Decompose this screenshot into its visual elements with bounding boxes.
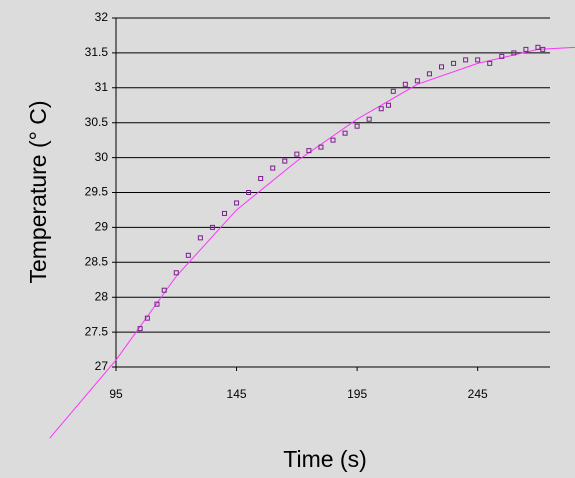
data-point — [366, 116, 372, 122]
data-point — [209, 224, 215, 230]
data-point — [161, 287, 167, 293]
data-point — [487, 60, 493, 66]
data-point — [173, 270, 179, 276]
y-tick-label: 32 — [95, 10, 109, 24]
data-point — [540, 46, 546, 52]
data-point — [402, 81, 408, 87]
data-point — [390, 88, 396, 94]
data-point — [330, 137, 336, 143]
data-point — [294, 151, 300, 157]
x-tick-label: 95 — [109, 387, 123, 401]
y-tick-label: 30.5 — [85, 115, 109, 129]
data-point — [499, 53, 505, 59]
y-tick-label: 27.5 — [85, 324, 109, 338]
data-point — [463, 57, 469, 63]
x-axis-title: Time (s) — [283, 446, 366, 472]
data-point — [185, 252, 191, 258]
data-point — [475, 57, 481, 63]
y-tick-label: 29.5 — [85, 185, 109, 199]
data-point — [385, 102, 391, 108]
data-point — [306, 148, 312, 154]
y-axis-title: Temperature (° C) — [25, 100, 51, 283]
y-tick-label: 31 — [95, 80, 109, 94]
data-point — [234, 200, 240, 206]
data-point — [258, 176, 264, 182]
y-tick-label: 29 — [95, 220, 109, 234]
data-point — [354, 123, 360, 129]
data-point — [137, 326, 143, 332]
data-point — [535, 44, 541, 50]
data-point — [318, 144, 324, 150]
data-point — [197, 235, 203, 241]
data-point — [523, 46, 529, 52]
x-tick-label: 195 — [347, 387, 367, 401]
trendline — [49, 46, 575, 439]
data-point — [282, 158, 288, 164]
data-point — [154, 301, 160, 307]
y-tick-label: 30 — [95, 150, 109, 164]
data-point — [342, 130, 348, 136]
data-point — [378, 106, 384, 112]
data-point — [414, 78, 420, 84]
data-point — [270, 165, 276, 171]
y-tick-label: 31.5 — [85, 45, 109, 59]
data-point — [144, 315, 150, 321]
data-point — [246, 190, 252, 195]
x-tick-label: 245 — [468, 387, 488, 401]
x-tick-label: 145 — [227, 387, 247, 401]
data-point — [222, 210, 227, 216]
data-point — [511, 50, 517, 56]
y-tick-label: 28.5 — [85, 254, 109, 268]
y-tick-label: 28 — [95, 289, 109, 303]
data-point — [439, 64, 444, 70]
data-point — [426, 71, 432, 77]
y-tick-label: 27 — [95, 359, 109, 373]
data-point — [451, 60, 457, 66]
